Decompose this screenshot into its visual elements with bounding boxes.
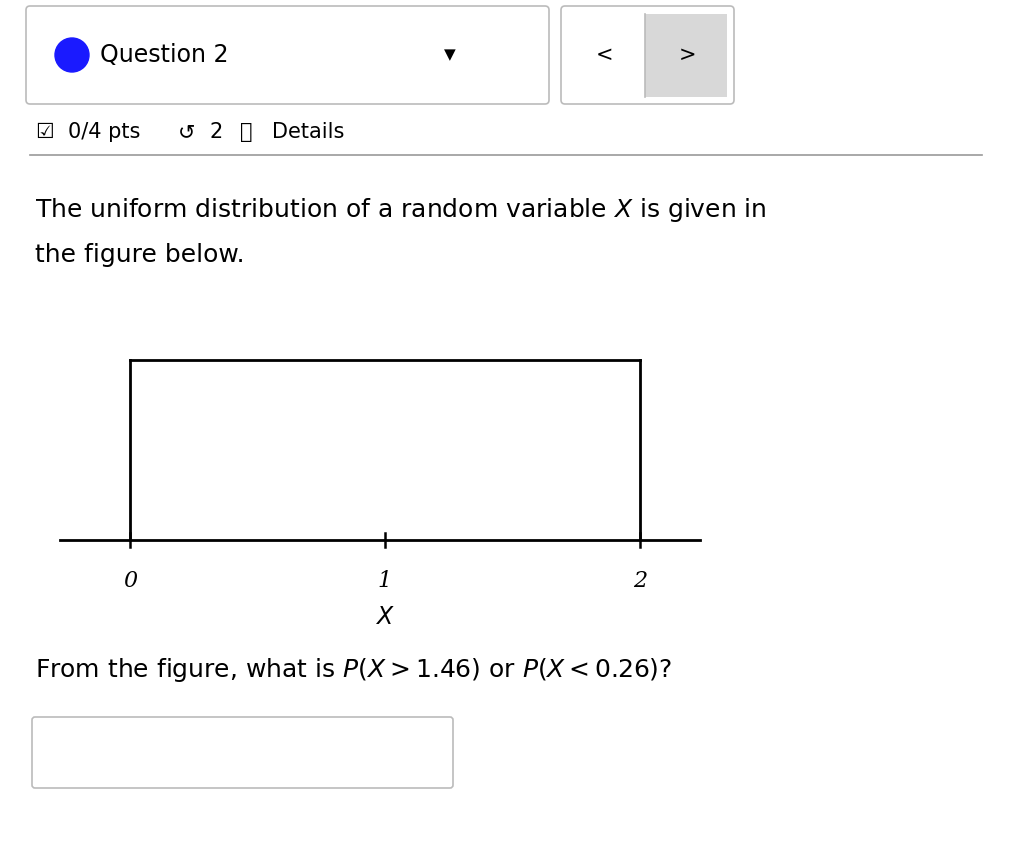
Text: 0: 0	[122, 570, 136, 592]
Circle shape	[55, 38, 89, 72]
Bar	[644, 14, 726, 97]
Text: Details: Details	[272, 122, 344, 142]
Text: >: >	[678, 45, 696, 65]
FancyBboxPatch shape	[26, 6, 548, 104]
Text: ↺: ↺	[178, 122, 195, 142]
Text: From the figure, what is $P(X > 1.46)$ or $P(X < 0.26)$?: From the figure, what is $P(X > 1.46)$ o…	[35, 656, 671, 684]
Text: the figure below.: the figure below.	[35, 243, 245, 267]
Text: ▼: ▼	[444, 47, 455, 62]
FancyBboxPatch shape	[560, 6, 733, 104]
Text: ⓘ: ⓘ	[240, 122, 253, 142]
FancyBboxPatch shape	[32, 717, 453, 788]
Text: 2: 2	[632, 570, 646, 592]
Text: 1: 1	[377, 570, 391, 592]
Text: Question 2: Question 2	[100, 43, 228, 67]
Text: ☑: ☑	[35, 122, 54, 142]
Text: $X$: $X$	[375, 605, 394, 629]
Text: <: <	[595, 45, 613, 65]
Text: The uniform distribution of a random variable $X$ is given in: The uniform distribution of a random var…	[35, 196, 766, 224]
Text: 0/4 pts: 0/4 pts	[68, 122, 141, 142]
Text: 2: 2	[210, 122, 223, 142]
